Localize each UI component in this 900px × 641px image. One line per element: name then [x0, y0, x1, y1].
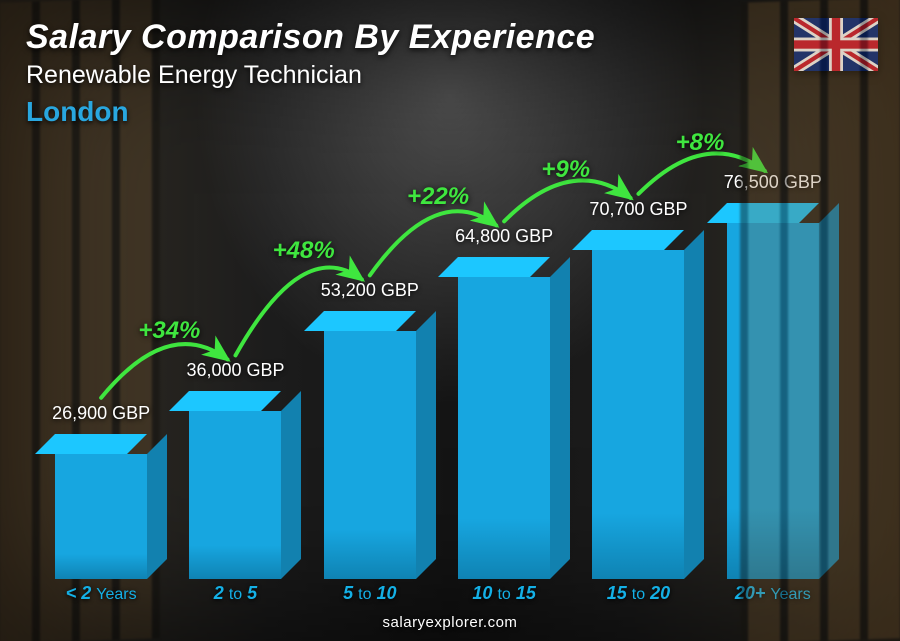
x-axis-labels: < 2 Years2 to 55 to 1010 to 1515 to 2020… [34, 583, 840, 613]
salary-bar [324, 331, 416, 579]
bar-slot: 76,500 GBP [706, 160, 840, 579]
x-axis-label: 5 to 10 [303, 583, 437, 613]
bar-slot: 36,000 GBP [168, 160, 302, 579]
value-label: 76,500 GBP [724, 172, 822, 193]
x-axis-label: 15 to 20 [571, 583, 705, 613]
chart-stage: Salary Comparison By Experience Renewabl… [0, 0, 900, 641]
salary-bar [189, 411, 281, 579]
salary-bar [55, 454, 147, 579]
chart-city: London [26, 96, 780, 128]
uk-flag-icon [794, 18, 878, 71]
salary-bar [727, 223, 819, 579]
salary-bar [592, 250, 684, 579]
bar-slot: 70,700 GBP [571, 160, 705, 579]
pct-increase-label: +8% [676, 129, 725, 157]
chart-subtitle: Renewable Energy Technician [26, 61, 780, 90]
x-axis-label: < 2 Years [34, 583, 168, 613]
value-label: 64,800 GBP [455, 226, 553, 247]
bar-slot: 26,900 GBP [34, 160, 168, 579]
value-label: 70,700 GBP [589, 199, 687, 220]
y-axis-label: Average Yearly Salary [810, 247, 826, 395]
title-block: Salary Comparison By Experience Renewabl… [26, 18, 780, 128]
salary-bar [458, 277, 550, 579]
chart-title: Salary Comparison By Experience [26, 18, 780, 57]
x-axis-label: 2 to 5 [168, 583, 302, 613]
plot-area: 26,900 GBP 36,000 GBP 53,200 GBP 64,800 GBP… [34, 160, 840, 579]
footer-attribution: salaryexplorer.com [0, 614, 900, 631]
x-axis-label: 20+ Years [706, 583, 840, 613]
value-label: 53,200 GBP [321, 280, 419, 301]
bars-container: 26,900 GBP 36,000 GBP 53,200 GBP 64,800 GBP… [34, 160, 840, 579]
bar-slot: 64,800 GBP [437, 160, 571, 579]
value-label: 36,000 GBP [186, 360, 284, 381]
x-axis-label: 10 to 15 [437, 583, 571, 613]
bar-slot: 53,200 GBP [303, 160, 437, 579]
value-label: 26,900 GBP [52, 403, 150, 424]
